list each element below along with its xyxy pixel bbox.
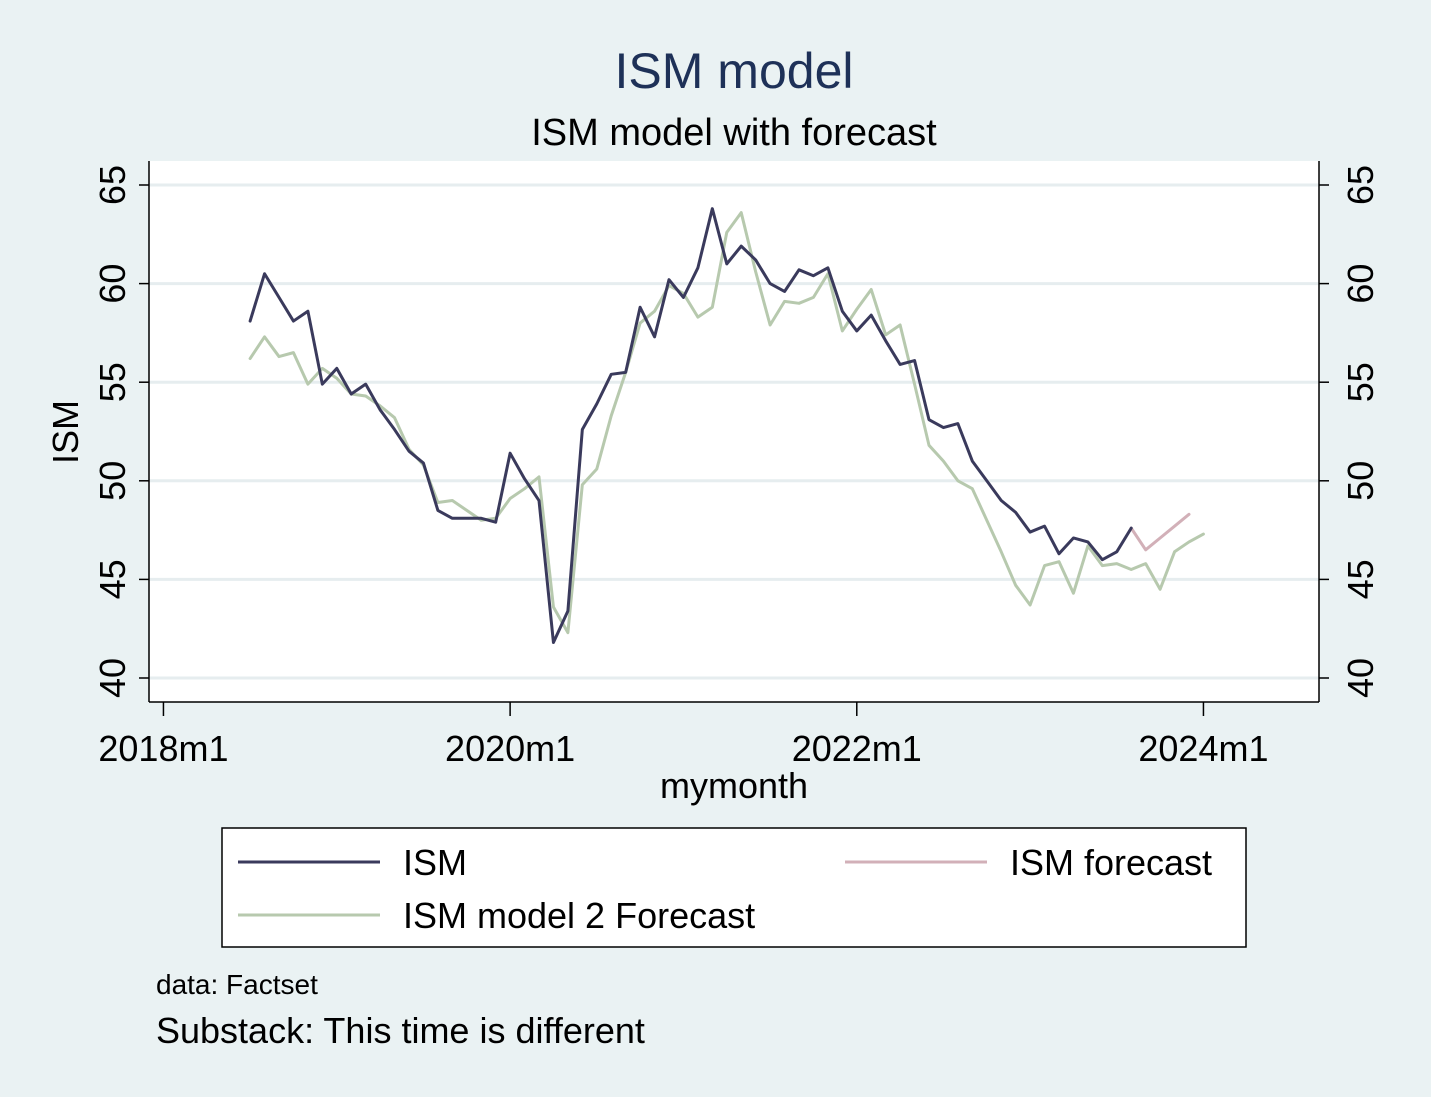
y-tick-label-left-65: 65 <box>92 165 133 205</box>
legend-label-ism-model-2: ISM model 2 Forecast <box>403 895 755 936</box>
chart-title: ISM model <box>615 43 854 99</box>
y-tick-label-right-55: 55 <box>1340 362 1381 402</box>
x-tick-label-2018m1: 2018m1 <box>98 728 228 769</box>
legend-label-ism-forecast: ISM forecast <box>1010 842 1212 883</box>
x-tick-label-2020m1: 2020m1 <box>445 728 575 769</box>
y-tick-label-left-45: 45 <box>92 559 133 599</box>
note-substack: Substack: This time is different <box>156 1010 645 1051</box>
plot-area <box>149 161 1319 702</box>
y-axis-label: ISM <box>45 400 86 464</box>
y-tick-label-right-45: 45 <box>1340 559 1381 599</box>
y-tick-label-right-40: 40 <box>1340 658 1381 698</box>
y-tick-label-left-50: 50 <box>92 461 133 501</box>
chart-subtitle: ISM model with forecast <box>531 112 937 154</box>
y-tick-label-left-40: 40 <box>92 658 133 698</box>
legend-label-ism: ISM <box>403 842 467 883</box>
x-tick-label-2024m1: 2024m1 <box>1138 728 1268 769</box>
x-axis-label: mymonth <box>660 765 808 806</box>
note-data-source: data: Factset <box>156 969 318 1000</box>
y-tick-label-right-60: 60 <box>1340 264 1381 304</box>
y-tick-label-right-65: 65 <box>1340 165 1381 205</box>
series-line-ism-forecast <box>1129 512 1191 552</box>
y-tick-label-left-55: 55 <box>92 362 133 402</box>
y-axis-left: 40 45 50 55 60 65 <box>92 165 149 698</box>
series-line-ism <box>248 207 1133 644</box>
legend: ISM ISM forecast ISM model 2 Forecast <box>221 827 1247 948</box>
x-axis: 2018m1 2020m1 2022m1 2024m1 <box>98 702 1268 769</box>
legend-box <box>221 827 1247 948</box>
x-tick-label-2022m1: 2022m1 <box>792 728 922 769</box>
series-layer <box>248 207 1205 644</box>
y-tick-label-left-60: 60 <box>92 264 133 304</box>
y-axis-right: 40 45 50 55 60 65 <box>1319 165 1381 698</box>
y-tick-label-right-50: 50 <box>1340 461 1381 501</box>
